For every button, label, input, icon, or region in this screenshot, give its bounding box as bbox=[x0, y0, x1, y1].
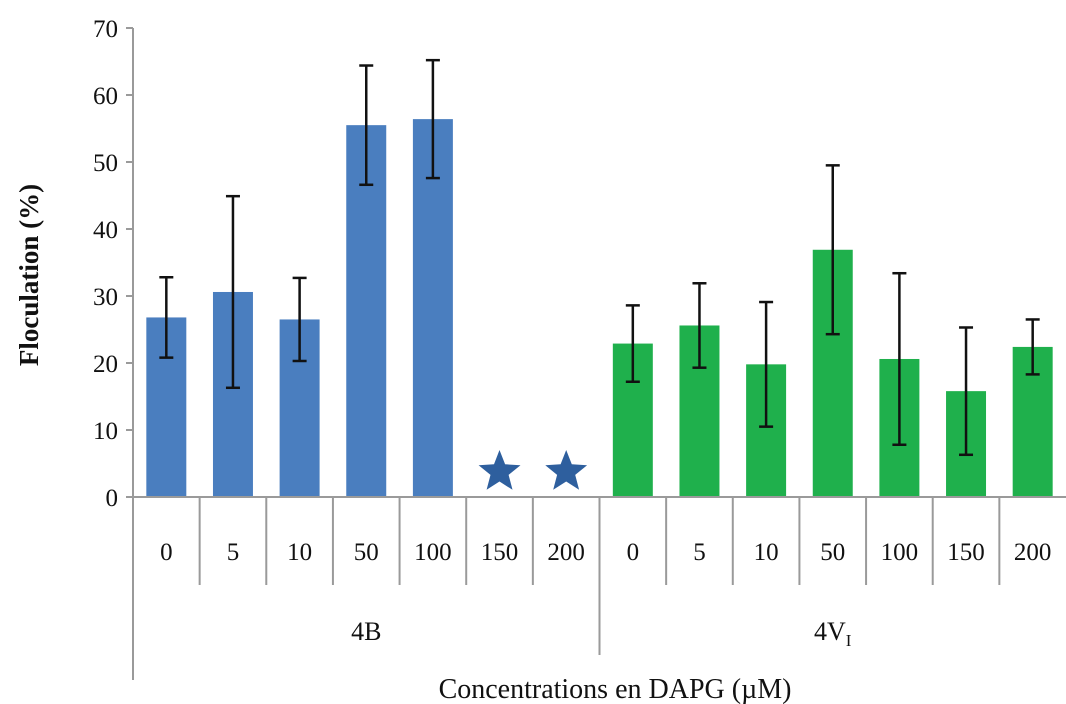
bar bbox=[412, 119, 453, 498]
x-tick-label: 50 bbox=[354, 539, 379, 566]
y-tick-label: 0 bbox=[106, 485, 119, 512]
y-tick-label: 40 bbox=[93, 217, 118, 244]
y-tick-label: 10 bbox=[93, 418, 118, 445]
bars bbox=[146, 58, 1053, 498]
y-axis-title: Floculation (%) bbox=[14, 184, 44, 366]
x-tick-label: 50 bbox=[820, 539, 845, 566]
group-label: 4VI bbox=[814, 617, 852, 650]
bar bbox=[346, 125, 387, 498]
x-axis: 0 5 10 50 100 150 200 0 5 10 50 100 150 200 4B 4VI bbox=[132, 496, 1066, 680]
group-label-subscript: I bbox=[846, 631, 852, 650]
x-tick-label: 200 bbox=[547, 539, 585, 566]
x-tick-label: 10 bbox=[754, 539, 779, 566]
x-tick-label: 150 bbox=[481, 539, 519, 566]
x-tick-label: 5 bbox=[227, 539, 240, 566]
group-label: 4B bbox=[351, 617, 381, 646]
x-tick-label: 0 bbox=[160, 539, 173, 566]
y-tick-label: 30 bbox=[93, 284, 118, 311]
star-marker bbox=[478, 450, 521, 490]
star-marker bbox=[545, 450, 588, 490]
x-tick-label: 0 bbox=[627, 539, 640, 566]
y-tick-label: 70 bbox=[93, 16, 118, 43]
x-tick-label: 100 bbox=[881, 539, 919, 566]
y-tick-label: 20 bbox=[93, 351, 118, 378]
x-tick-label: 10 bbox=[287, 539, 312, 566]
x-tick-label: 200 bbox=[1014, 539, 1052, 566]
y-axis: 0 10 20 30 40 50 60 70 bbox=[93, 16, 134, 512]
x-tick-label: 100 bbox=[414, 539, 452, 566]
x-axis-title: Concentrations en DAPG (µM) bbox=[439, 674, 792, 704]
y-tick-label: 60 bbox=[93, 83, 118, 110]
x-tick-label: 150 bbox=[947, 539, 985, 566]
x-tick-label: 5 bbox=[693, 539, 706, 566]
y-tick-label: 50 bbox=[93, 150, 118, 177]
